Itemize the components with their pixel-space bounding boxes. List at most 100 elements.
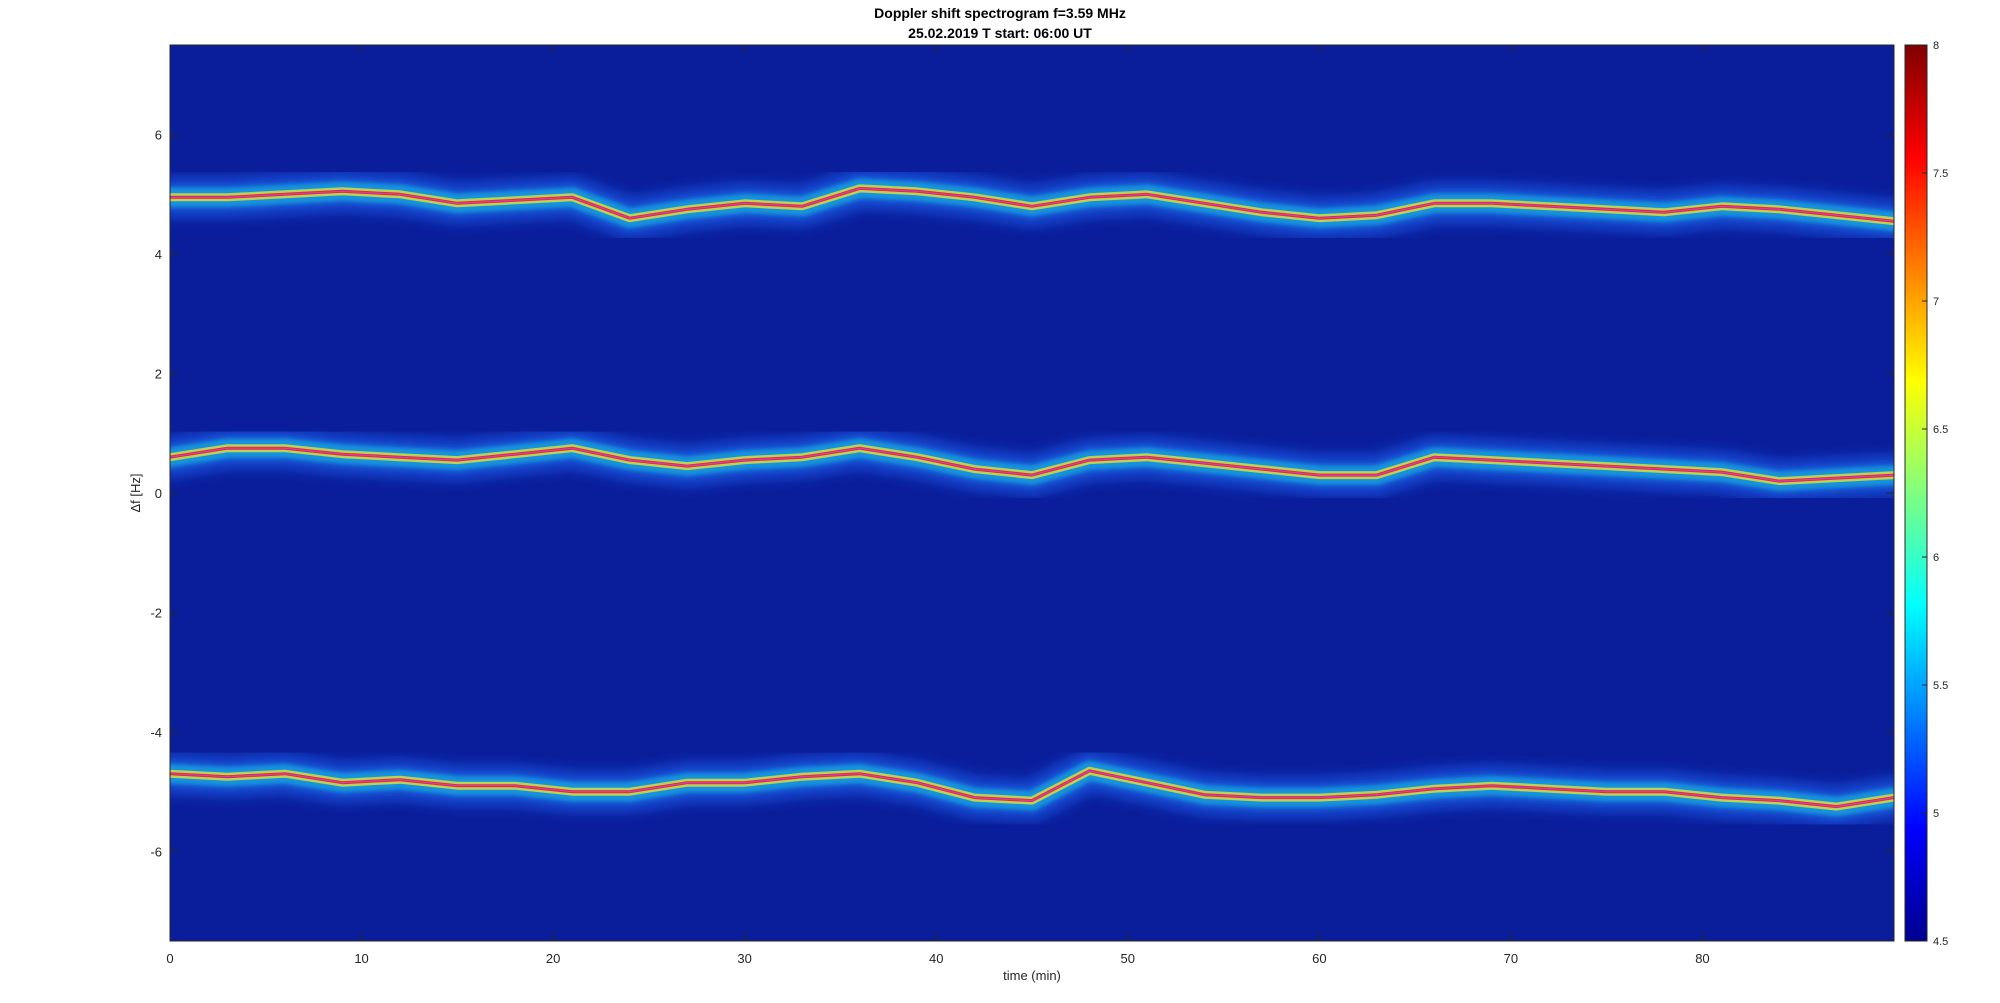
trace-3-point: [1261, 796, 1263, 799]
trace-3-point: [284, 772, 286, 775]
trace-1-point: [743, 202, 746, 205]
trace-3-point: [1203, 793, 1206, 796]
trace-3-point: [801, 775, 803, 778]
trace-3-point: [571, 790, 574, 793]
y-axis: -6 -4 -2 0 2 4 6: [150, 128, 1894, 859]
colorbar-tick-label: 7.5: [1933, 168, 1948, 180]
x-tick-label: 80: [1695, 951, 1709, 966]
x-axis: 0 10 20 30 40 50 60 70 80: [166, 45, 1710, 966]
trace-3-point: [628, 790, 631, 793]
trace-3-point: [1778, 799, 1780, 802]
y-tick-label: 4: [155, 247, 162, 262]
trace-3-point: [1031, 799, 1033, 802]
trace-2-point: [1318, 474, 1321, 476]
trace-2-point: [226, 447, 229, 450]
trace-3-point: [973, 796, 976, 799]
trace-3-point: [456, 784, 459, 787]
trace-2-point: [1261, 468, 1263, 470]
trace-1-point: [1835, 214, 1838, 216]
trace-3-point: [1548, 787, 1550, 790]
trace-2-point: [1433, 456, 1436, 459]
trace-2-point: [514, 453, 516, 456]
trace-2-point: [284, 447, 286, 450]
trace-1-point: [858, 187, 861, 190]
trace-2-point: [1088, 459, 1091, 461]
trace-2-point: [456, 459, 459, 461]
y-axis-label: Δf [Hz]: [128, 473, 143, 512]
chart-subtitle: 25.02.2019 T start: 06:00 UT: [908, 25, 1092, 41]
trace-1-point: [1261, 211, 1263, 214]
colorbar-tick-label: 6.5: [1933, 424, 1948, 436]
trace-2-point: [916, 456, 918, 459]
trace-3-point: [399, 778, 401, 781]
trace-1-point: [399, 193, 401, 196]
x-tick-label: 10: [354, 951, 368, 966]
colorbar-tick-label: 4.5: [1933, 936, 1948, 948]
trace-2-point: [1031, 474, 1033, 476]
x-tick-label: 40: [929, 951, 943, 966]
y-tick-label: -4: [150, 725, 162, 740]
trace-1-point: [1433, 202, 1436, 205]
trace-3-point: [743, 781, 746, 784]
y-tick-label: -2: [150, 605, 162, 620]
trace-3-point: [1088, 770, 1091, 772]
trace-3-point: [686, 781, 688, 784]
trace-3-point: [341, 781, 344, 784]
trace-2-point: [743, 459, 746, 461]
trace-2-point: [858, 447, 861, 450]
colorbar-tick-label: 6: [1933, 552, 1939, 564]
trace-2-point: [1663, 468, 1665, 470]
trace-2-point: [341, 453, 344, 456]
trace-2-point: [571, 447, 574, 450]
trace-3-point: [1146, 781, 1148, 784]
trace-1-point: [801, 205, 803, 208]
trace-3-point: [1605, 790, 1608, 793]
y-tick-label: 6: [155, 128, 162, 143]
trace-1-point: [1318, 217, 1321, 219]
trace-3-point: [916, 781, 918, 784]
trace-2-point: [1835, 477, 1838, 479]
trace-2-point: [686, 465, 688, 467]
trace-1-point: [514, 199, 516, 202]
colorbar: [1904, 44, 1928, 942]
trace-2-point: [1376, 474, 1378, 476]
trace-3-point: [1720, 796, 1723, 799]
trace-1-point: [571, 196, 574, 199]
x-tick-label: 20: [546, 951, 560, 966]
colorbar-tick-label: 8: [1933, 40, 1939, 52]
colorbar-tick-label: 7: [1933, 296, 1939, 308]
chart-title: Doppler shift spectrogram f=3.59 MHz: [874, 5, 1126, 21]
trace-3-point: [514, 784, 516, 787]
colorbar-tick-label: 5.5: [1933, 680, 1948, 692]
y-tick-label: 0: [155, 486, 162, 501]
trace-3-point: [226, 775, 229, 778]
trace-3-point: [1663, 790, 1665, 793]
x-tick-label: 30: [737, 951, 751, 966]
trace-2-point: [973, 468, 976, 470]
trace-1-point: [1720, 205, 1723, 208]
trace-1-point: [226, 196, 229, 199]
trace-1-point: [456, 202, 459, 205]
trace-1-point: [628, 217, 631, 219]
trace-3-point: [858, 772, 861, 775]
trace-1-point: [341, 190, 344, 193]
trace-2-point: [399, 456, 401, 459]
trace-1-point: [1548, 205, 1550, 208]
y-tick-label: -6: [150, 844, 162, 859]
trace-1-point: [1778, 208, 1780, 211]
trace-2-point: [1720, 471, 1723, 473]
trace-1-point: [1605, 208, 1608, 211]
x-tick-label: 60: [1312, 951, 1326, 966]
trace-2-point: [1203, 462, 1206, 464]
trace-2-point: [1490, 459, 1493, 461]
trace-2-point: [1548, 462, 1550, 464]
x-axis-label: time (min): [1003, 968, 1061, 983]
trace-1-point: [916, 190, 918, 193]
trace-3-point: [1376, 793, 1378, 796]
x-tick-label: 50: [1121, 951, 1135, 966]
spectrogram-traces: [170, 168, 1894, 827]
trace-1-point: [973, 196, 976, 199]
trace-1-point: [1088, 196, 1091, 199]
